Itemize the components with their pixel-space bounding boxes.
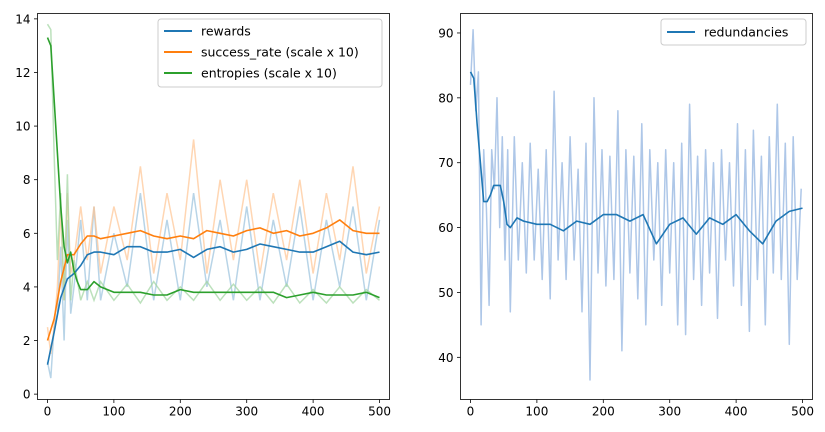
y-tick-12: 12 xyxy=(15,66,38,80)
x-tick-label: 300 xyxy=(235,405,258,419)
y-tick-8: 8 xyxy=(23,173,38,187)
x-tick-label: 100 xyxy=(102,405,125,419)
right-ticks-group: 0 100 200 300 400 500 40 50 60 70 80 90 xyxy=(438,26,814,418)
x-tick-100: 100 xyxy=(525,399,548,419)
y-tick-label: 10 xyxy=(15,120,30,134)
x-tick-0: 0 xyxy=(467,399,475,419)
x-tick-label: 300 xyxy=(658,405,681,419)
left-axes-frame xyxy=(37,13,390,400)
x-tick-200: 200 xyxy=(592,399,615,419)
x-tick-200: 200 xyxy=(169,399,192,419)
legend-label-entropies: entropies (scale x 10) xyxy=(201,66,337,81)
x-tick-500: 500 xyxy=(368,399,391,419)
right-raw-series-group xyxy=(469,28,802,381)
series-raw-entropies-scale-x-10 xyxy=(46,23,380,305)
x-tick-label: 400 xyxy=(302,405,325,419)
series-line-chart1-noise-1 xyxy=(469,28,802,381)
y-tick-10: 10 xyxy=(15,120,38,134)
x-tick-label: 0 xyxy=(467,405,475,419)
right-legend: redundancies xyxy=(660,18,807,46)
legend-label-success-rate: success_rate (scale x 10) xyxy=(201,45,359,60)
y-tick-50: 50 xyxy=(438,286,461,300)
y-tick-label: 80 xyxy=(438,91,453,105)
y-tick-80: 80 xyxy=(438,91,461,105)
x-tick-0: 0 xyxy=(44,399,52,419)
series-raw-success-rate-scale-x-10 xyxy=(46,139,381,354)
x-tick-label: 0 xyxy=(44,405,52,419)
x-tick-400: 400 xyxy=(302,399,325,419)
x-tick-300: 300 xyxy=(658,399,681,419)
series-raw-rewards xyxy=(46,192,381,379)
y-tick-label: 70 xyxy=(438,156,453,170)
y-tick-6: 6 xyxy=(23,227,38,241)
series-line-redundancies xyxy=(469,71,803,245)
right-smoothed-series-group xyxy=(469,71,803,245)
left-smoothed-series-group xyxy=(46,37,380,365)
y-tick-label: 8 xyxy=(23,173,31,187)
legend-label-redundancies: redundancies xyxy=(704,25,788,40)
x-tick-label: 200 xyxy=(169,405,192,419)
y-tick-label: 40 xyxy=(438,351,453,365)
x-tick-label: 500 xyxy=(791,405,814,419)
y-tick-label: 60 xyxy=(438,221,453,235)
y-tick-label: 12 xyxy=(15,66,30,80)
x-tick-400: 400 xyxy=(725,399,748,419)
y-tick-60: 60 xyxy=(438,221,461,235)
left-ticks-group: 0 100 200 300 400 500 0 2 4 6 8 10 12 14 xyxy=(15,12,391,418)
series-line-rewards xyxy=(46,240,380,365)
series-line-entropies-scale-x-10 xyxy=(46,37,380,299)
x-tick-label: 500 xyxy=(368,405,391,419)
left-axes: 0 100 200 300 400 500 0 2 4 6 8 10 12 14 rewards succ… xyxy=(15,12,391,418)
x-tick-300: 300 xyxy=(235,399,258,419)
legend-label-rewards: rewards xyxy=(201,24,251,39)
right-axes: 0 100 200 300 400 500 40 50 60 70 80 90 redundancie… xyxy=(438,13,814,419)
y-tick-14: 14 xyxy=(15,12,38,26)
left-legend-box xyxy=(157,18,383,88)
x-tick-500: 500 xyxy=(791,399,814,419)
y-tick-label: 0 xyxy=(23,388,31,402)
y-tick-label: 4 xyxy=(23,280,31,294)
right-legend-box xyxy=(660,18,807,46)
left-legend: rewards success_rate (scale x 10) entrop… xyxy=(157,18,383,88)
y-tick-70: 70 xyxy=(438,156,461,170)
y-tick-40: 40 xyxy=(438,351,461,365)
y-tick-0: 0 xyxy=(23,388,38,402)
y-tick-4: 4 xyxy=(23,280,38,294)
y-tick-90: 90 xyxy=(438,26,461,40)
x-tick-label: 200 xyxy=(592,405,615,419)
y-tick-label: 14 xyxy=(15,12,30,26)
y-tick-label: 90 xyxy=(438,26,453,40)
y-tick-label: 6 xyxy=(23,227,31,241)
left-raw-series-group xyxy=(46,23,381,379)
y-tick-label: 50 xyxy=(438,286,453,300)
series-line-success-rate-scale-x-10 xyxy=(46,219,380,341)
y-tick-2: 2 xyxy=(23,334,38,348)
x-tick-label: 100 xyxy=(525,405,548,419)
right-axes-frame xyxy=(460,13,813,400)
x-tick-label: 400 xyxy=(725,405,748,419)
x-tick-100: 100 xyxy=(102,399,125,419)
y-tick-label: 2 xyxy=(23,334,31,348)
